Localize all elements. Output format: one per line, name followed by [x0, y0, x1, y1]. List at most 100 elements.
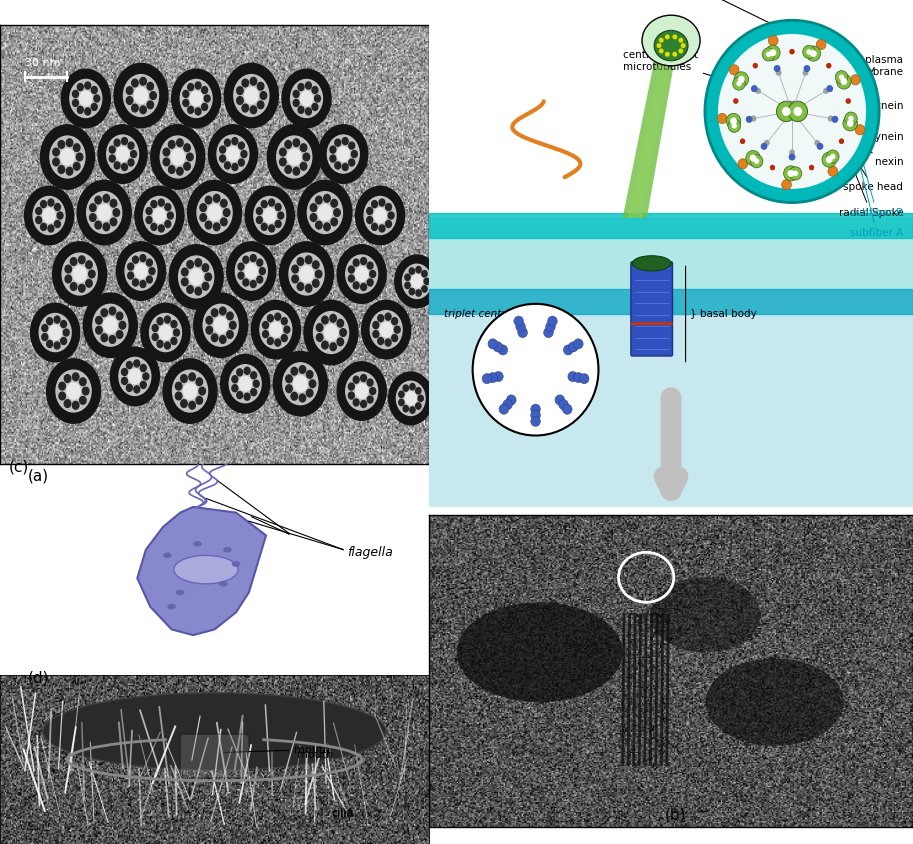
Circle shape: [169, 165, 175, 173]
Circle shape: [257, 208, 262, 214]
Circle shape: [374, 208, 386, 223]
Circle shape: [404, 405, 408, 412]
Circle shape: [250, 255, 257, 262]
Circle shape: [243, 279, 248, 286]
Circle shape: [232, 164, 237, 170]
Circle shape: [184, 383, 197, 399]
Circle shape: [164, 342, 171, 349]
Circle shape: [324, 194, 331, 203]
Circle shape: [672, 35, 677, 40]
Circle shape: [352, 150, 357, 158]
Circle shape: [117, 242, 165, 300]
Circle shape: [361, 284, 366, 290]
Circle shape: [334, 208, 341, 216]
Circle shape: [291, 367, 298, 375]
Ellipse shape: [654, 30, 688, 61]
Circle shape: [283, 363, 318, 404]
Circle shape: [324, 223, 331, 230]
Circle shape: [39, 313, 71, 352]
Circle shape: [337, 245, 386, 303]
Circle shape: [404, 385, 408, 392]
Circle shape: [659, 38, 664, 43]
Circle shape: [219, 581, 227, 587]
Circle shape: [188, 84, 194, 90]
Circle shape: [50, 136, 85, 178]
Circle shape: [167, 603, 176, 609]
Circle shape: [548, 316, 557, 326]
Circle shape: [173, 371, 207, 412]
Circle shape: [173, 329, 180, 336]
Circle shape: [392, 334, 397, 342]
Circle shape: [277, 136, 311, 178]
Circle shape: [814, 140, 820, 146]
Circle shape: [275, 339, 280, 346]
Circle shape: [184, 162, 190, 170]
Circle shape: [163, 553, 172, 558]
Circle shape: [40, 224, 47, 230]
Circle shape: [205, 221, 212, 229]
Circle shape: [123, 74, 159, 116]
Circle shape: [410, 407, 415, 414]
Circle shape: [826, 63, 831, 68]
Circle shape: [126, 384, 132, 392]
Circle shape: [822, 152, 836, 167]
Circle shape: [151, 201, 157, 208]
Circle shape: [157, 340, 163, 348]
Circle shape: [279, 242, 333, 306]
Circle shape: [254, 197, 286, 235]
Circle shape: [399, 391, 404, 398]
Circle shape: [269, 322, 282, 337]
Circle shape: [176, 589, 184, 595]
Circle shape: [189, 402, 195, 409]
Circle shape: [221, 199, 227, 207]
Circle shape: [766, 51, 771, 57]
Circle shape: [89, 203, 96, 212]
Circle shape: [718, 113, 727, 123]
Circle shape: [392, 317, 397, 325]
Circle shape: [232, 561, 240, 567]
Circle shape: [412, 275, 423, 288]
Circle shape: [67, 139, 73, 147]
Circle shape: [120, 322, 126, 329]
Circle shape: [518, 327, 528, 338]
Circle shape: [855, 125, 865, 135]
Circle shape: [830, 154, 835, 160]
Circle shape: [195, 82, 201, 89]
Circle shape: [422, 271, 427, 277]
Circle shape: [372, 224, 377, 230]
Circle shape: [806, 49, 812, 55]
Circle shape: [33, 197, 65, 235]
Circle shape: [319, 125, 368, 183]
Circle shape: [678, 38, 683, 43]
Circle shape: [346, 255, 378, 293]
Circle shape: [186, 153, 194, 161]
Circle shape: [140, 255, 146, 262]
Text: cilia: cilia: [321, 803, 353, 818]
Circle shape: [82, 387, 89, 395]
Circle shape: [324, 324, 338, 341]
Circle shape: [792, 170, 798, 176]
Ellipse shape: [650, 577, 761, 652]
Circle shape: [315, 270, 322, 278]
Circle shape: [160, 325, 172, 340]
Circle shape: [750, 154, 763, 168]
Circle shape: [59, 392, 66, 400]
Circle shape: [251, 389, 257, 396]
Circle shape: [803, 46, 815, 58]
Circle shape: [212, 309, 218, 316]
Circle shape: [147, 101, 153, 109]
Circle shape: [659, 48, 664, 53]
FancyBboxPatch shape: [631, 262, 673, 356]
Circle shape: [85, 82, 90, 89]
Circle shape: [516, 322, 526, 332]
Circle shape: [750, 154, 757, 162]
Circle shape: [364, 197, 396, 235]
Circle shape: [257, 217, 262, 224]
Circle shape: [337, 147, 350, 161]
Circle shape: [349, 159, 354, 166]
Circle shape: [53, 149, 59, 156]
Circle shape: [143, 373, 149, 380]
Text: (d): (d): [27, 671, 49, 686]
Circle shape: [425, 279, 429, 284]
Circle shape: [293, 139, 299, 147]
